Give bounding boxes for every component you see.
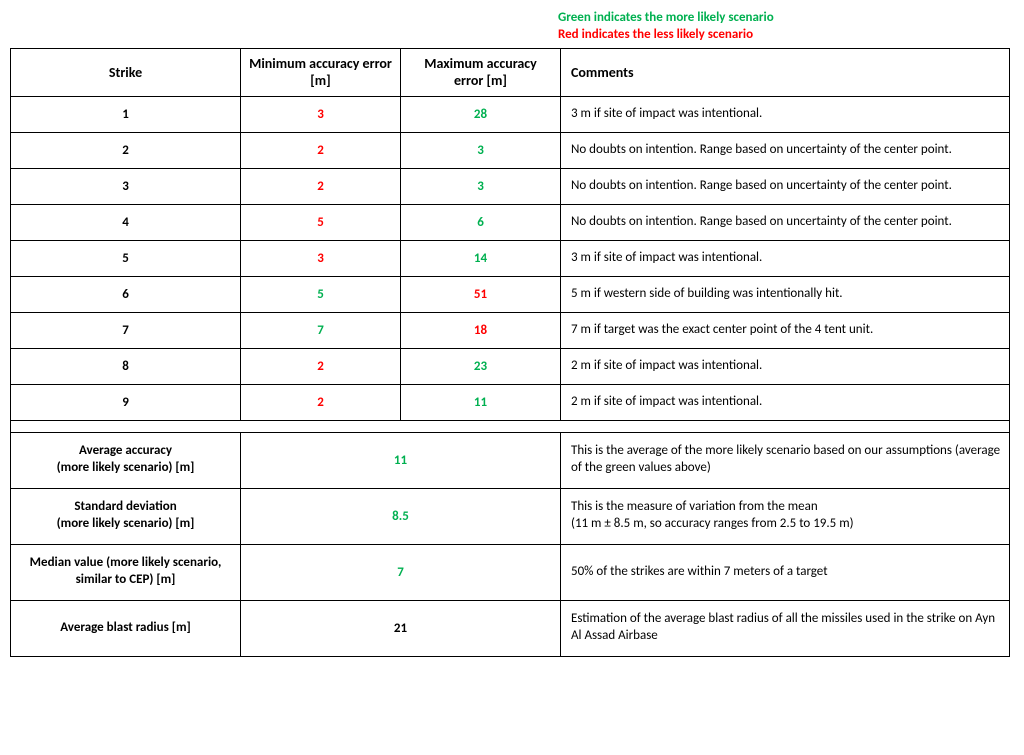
- table-row: 223No doubts on intention. Range based o…: [11, 132, 1010, 168]
- max-accuracy-value: 3: [401, 132, 561, 168]
- summary-comment: 50% of the strikes are within 7 meters o…: [561, 544, 1010, 600]
- max-accuracy-value: 51: [401, 276, 561, 312]
- header-comments: Comments: [561, 48, 1010, 96]
- min-accuracy-value: 5: [241, 276, 401, 312]
- max-accuracy-value: 3: [401, 168, 561, 204]
- min-accuracy-value: 3: [241, 96, 401, 132]
- summary-row: Standard deviation(more likely scenario)…: [11, 488, 1010, 544]
- header-row: Strike Minimum accuracy error [m] Maximu…: [11, 48, 1010, 96]
- table-row: 65515 m if western side of building was …: [11, 276, 1010, 312]
- min-accuracy-value: 2: [241, 348, 401, 384]
- comment-text: 2 m if site of impact was intentional.: [561, 384, 1010, 420]
- summary-comment: Estimation of the average blast radius o…: [561, 600, 1010, 656]
- legend-red-text: Red indicates the less likely scenario: [558, 27, 1014, 44]
- spacer-cell: [11, 420, 1010, 432]
- strike-number: 8: [11, 348, 241, 384]
- summary-value: 21: [241, 600, 561, 656]
- accuracy-table: Strike Minimum accuracy error [m] Maximu…: [10, 48, 1010, 657]
- header-min: Minimum accuracy error [m]: [241, 48, 401, 96]
- strike-number: 1: [11, 96, 241, 132]
- summary-label: Standard deviation(more likely scenario)…: [11, 488, 241, 544]
- strike-number: 6: [11, 276, 241, 312]
- table-row: 13283 m if site of impact was intentiona…: [11, 96, 1010, 132]
- max-accuracy-value: 28: [401, 96, 561, 132]
- comment-text: 3 m if site of impact was intentional.: [561, 240, 1010, 276]
- strike-number: 9: [11, 384, 241, 420]
- summary-row: Average accuracy(more likely scenario) […: [11, 432, 1010, 488]
- min-accuracy-value: 3: [241, 240, 401, 276]
- table-row: 92112 m if site of impact was intentiona…: [11, 384, 1010, 420]
- min-accuracy-value: 2: [241, 168, 401, 204]
- summary-label: Median value (more likely scenario, simi…: [11, 544, 241, 600]
- max-accuracy-value: 6: [401, 204, 561, 240]
- spacer-row: [11, 420, 1010, 432]
- strike-number: 7: [11, 312, 241, 348]
- summary-label: Average accuracy(more likely scenario) […: [11, 432, 241, 488]
- table-row: 456No doubts on intention. Range based o…: [11, 204, 1010, 240]
- comment-text: 3 m if site of impact was intentional.: [561, 96, 1010, 132]
- comment-text: 2 m if site of impact was intentional.: [561, 348, 1010, 384]
- max-accuracy-value: 11: [401, 384, 561, 420]
- summary-value: 7: [241, 544, 561, 600]
- comment-text: No doubts on intention. Range based on u…: [561, 204, 1010, 240]
- comment-text: 5 m if western side of building was inte…: [561, 276, 1010, 312]
- summary-row: Median value (more likely scenario, simi…: [11, 544, 1010, 600]
- strike-number: 5: [11, 240, 241, 276]
- min-accuracy-value: 2: [241, 132, 401, 168]
- comment-text: No doubts on intention. Range based on u…: [561, 132, 1010, 168]
- header-max: Maximum accuracy error [m]: [401, 48, 561, 96]
- strike-number: 4: [11, 204, 241, 240]
- summary-label: Average blast radius [m]: [11, 600, 241, 656]
- summary-comment: This is the average of the more likely s…: [561, 432, 1010, 488]
- summary-row: Average blast radius [m]21Estimation of …: [11, 600, 1010, 656]
- table-row: 323No doubts on intention. Range based o…: [11, 168, 1010, 204]
- table-row: 82232 m if site of impact was intentiona…: [11, 348, 1010, 384]
- legend: Green indicates the more likely scenario…: [558, 10, 1014, 44]
- min-accuracy-value: 7: [241, 312, 401, 348]
- strike-number: 3: [11, 168, 241, 204]
- summary-value: 11: [241, 432, 561, 488]
- summary-comment: This is the measure of variation from th…: [561, 488, 1010, 544]
- max-accuracy-value: 14: [401, 240, 561, 276]
- table-row: 53143 m if site of impact was intentiona…: [11, 240, 1010, 276]
- max-accuracy-value: 23: [401, 348, 561, 384]
- min-accuracy-value: 2: [241, 384, 401, 420]
- comment-text: No doubts on intention. Range based on u…: [561, 168, 1010, 204]
- summary-value: 8.5: [241, 488, 561, 544]
- header-strike: Strike: [11, 48, 241, 96]
- comment-text: 7 m if target was the exact center point…: [561, 312, 1010, 348]
- max-accuracy-value: 18: [401, 312, 561, 348]
- strike-number: 2: [11, 132, 241, 168]
- table-row: 77187 m if target was the exact center p…: [11, 312, 1010, 348]
- legend-green-text: Green indicates the more likely scenario: [558, 10, 1014, 27]
- min-accuracy-value: 5: [241, 204, 401, 240]
